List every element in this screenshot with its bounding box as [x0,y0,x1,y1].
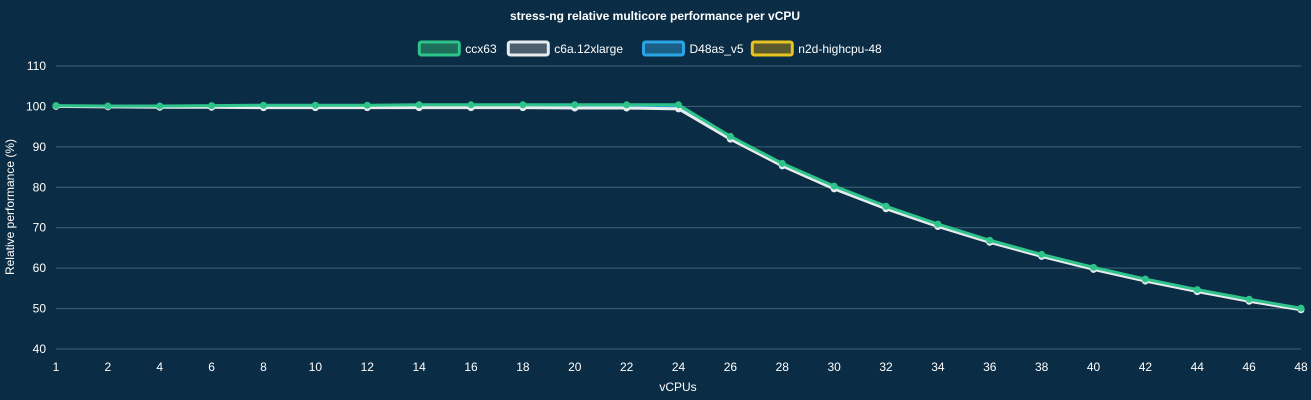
data-point[interactable] [1193,286,1201,294]
data-point[interactable] [1090,263,1097,271]
y-tick-label: 60 [33,261,47,275]
legend-swatch [750,40,794,57]
x-tick-label: 22 [620,360,634,374]
series-layer [52,101,1305,314]
x-tick-label: 4 [156,360,163,374]
data-point[interactable] [415,101,423,109]
legend-label: ccx63 [465,42,497,56]
legend[interactable]: ccx63 c6a.12xlarge D48as_v5 n2d-highcpu-48 [417,40,882,57]
legend-swatch [417,40,461,57]
series-ccx63 [52,101,1305,312]
x-tick-label: 12 [361,360,375,374]
y-tick-label: 80 [33,180,47,194]
data-point[interactable] [467,101,475,109]
x-tick-label: 40 [1087,360,1101,374]
y-axis-ticks: 40 50 60 70 80 90 100 110 [26,59,46,356]
chart-title: stress-ng relative multicore performance… [510,9,800,23]
x-tick-label: 42 [1139,360,1153,374]
y-tick-label: 100 [26,99,46,113]
y-tick-label: 70 [33,221,47,235]
y-axis-title: Relative performance (%) [3,139,17,275]
legend-item-ccx63[interactable]: ccx63 [417,40,497,57]
data-point[interactable] [986,236,994,244]
y-tick-label: 50 [33,302,47,316]
series-line [55,103,1302,310]
x-tick-label: 46 [1242,360,1256,374]
x-tick-label: 36 [983,360,997,374]
data-point[interactable] [363,101,371,109]
x-tick-label: 28 [776,360,790,374]
data-point[interactable] [1038,250,1046,258]
x-tick-label: 2 [105,360,112,374]
data-point[interactable] [726,132,734,140]
legend-item-n2d-highcpu-48[interactable]: n2d-highcpu-48 [750,40,882,57]
x-tick-label: 20 [568,360,582,374]
data-point[interactable] [104,102,112,110]
x-tick-label: 48 [1294,360,1308,374]
x-tick-label: 16 [464,360,478,374]
y-tick-label: 90 [33,140,47,154]
x-tick-label: 18 [516,360,530,374]
data-point[interactable] [571,101,579,109]
series-line [55,104,1302,312]
x-tick-label: 8 [260,360,267,374]
y-tick-label: 40 [33,342,47,356]
x-tick-label: 1 [53,360,60,374]
data-point[interactable] [156,102,164,110]
data-point[interactable] [830,182,838,190]
series-n2d-highcpu-48 [52,102,1305,313]
x-tick-label: 14 [412,360,426,374]
x-tick-label: 24 [672,360,686,374]
x-tick-label: 38 [1035,360,1049,374]
legend-item-d48as-v5[interactable]: D48as_v5 [642,40,744,57]
data-point[interactable] [934,220,942,228]
y-tick-label: 110 [27,59,46,73]
x-tick-label: 34 [931,360,945,374]
legend-item-c6a-12xlarge[interactable]: c6a.12xlarge [506,40,623,57]
data-point[interactable] [52,102,60,110]
series-d48as-v5 [52,102,1305,313]
x-tick-label: 32 [879,360,893,374]
data-point[interactable] [208,102,216,110]
legend-label: D48as_v5 [690,42,744,56]
series-line [55,104,1302,311]
data-point[interactable] [778,159,786,167]
legend-swatch [642,40,685,57]
x-tick-label: 10 [309,360,323,374]
legend-label: n2d-highcpu-48 [798,42,882,56]
data-point[interactable] [675,101,682,109]
data-point[interactable] [311,101,319,109]
data-point[interactable] [260,101,267,109]
series-line [55,104,1302,311]
data-point[interactable] [623,101,631,109]
series-c6a-12xlarge [52,102,1305,314]
data-point[interactable] [519,101,527,109]
legend-swatch [506,40,550,57]
x-axis-ticks: 1 2 4 6 8 10 12 14 16 18 20 22 24 26 28 30 32 34 36 38 40 42 4… [53,360,1308,374]
legend-label: c6a.12xlarge [554,42,623,56]
x-tick-label: 6 [208,360,215,374]
x-axis-title: vCPUs [659,380,696,394]
x-tick-label: 26 [724,360,738,374]
data-point[interactable] [1297,304,1305,312]
x-tick-label: 30 [827,360,841,374]
data-point[interactable] [1141,275,1149,283]
data-point[interactable] [1245,295,1253,303]
data-point[interactable] [882,202,890,210]
x-tick-label: 44 [1191,360,1205,374]
